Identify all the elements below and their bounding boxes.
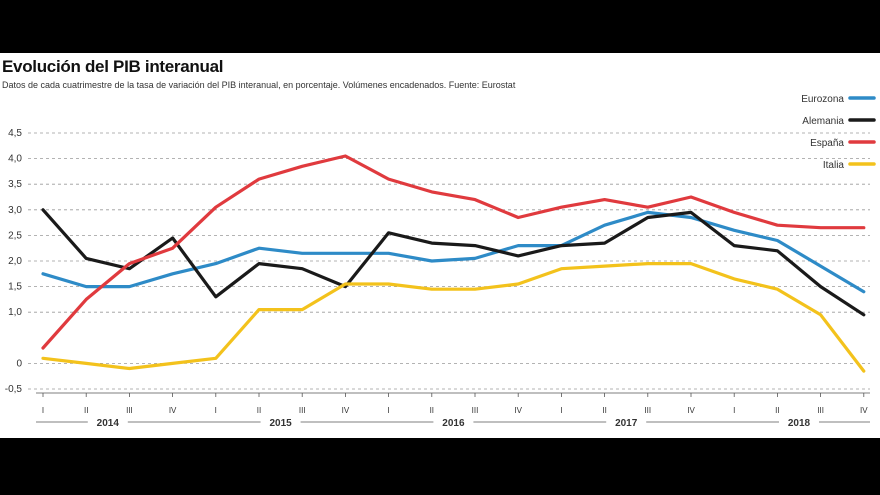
legend-label: Alemania	[802, 116, 844, 127]
year-label-bg	[606, 416, 647, 428]
year-label: 2016	[442, 418, 465, 429]
year-label: 2015	[269, 418, 292, 429]
series-line-italia	[41, 262, 866, 373]
y-tick-label: 1,5	[8, 282, 22, 293]
x-tick-label: I	[215, 406, 217, 415]
x-tick-label: IV	[687, 406, 695, 415]
x-tick-label: III	[472, 406, 479, 415]
x-tick-label: I	[387, 406, 389, 415]
year-label-bg	[779, 416, 819, 428]
chart-title: Evolución del PIB interanual	[2, 57, 224, 76]
year-label-bg	[87, 416, 128, 428]
y-tick-label: 2,5	[8, 230, 22, 241]
legend-label: Eurozona	[801, 94, 844, 105]
x-tick-label: II	[602, 406, 606, 415]
year-label: 2017	[615, 418, 638, 429]
x-tick-label: III	[644, 406, 651, 415]
x-tick-label: II	[775, 406, 779, 415]
x-tick-label: II	[430, 406, 434, 415]
series-line-espana	[41, 154, 866, 350]
legend-label: España	[810, 138, 844, 149]
year-label-bg	[260, 416, 301, 428]
x-tick-label: IV	[860, 406, 868, 415]
x-tick-label: I	[42, 406, 44, 415]
chart-subtitle: Datos de cada cuatrimestre de la tasa de…	[2, 80, 516, 90]
y-tick-label: 2,0	[8, 256, 22, 267]
series-line-eurozona	[41, 210, 866, 294]
x-tick-label: III	[299, 406, 306, 415]
y-tick-label: 3,0	[8, 205, 22, 216]
year-label: 2014	[97, 418, 120, 429]
legend-label: Italia	[823, 160, 845, 171]
x-tick-label: I	[733, 406, 735, 415]
chart-panel: Evolución del PIB interanual Datos de ca…	[0, 53, 880, 438]
x-tick-label: I	[560, 406, 562, 415]
x-tick-label: III	[126, 406, 133, 415]
x-tick-label: IV	[342, 406, 350, 415]
y-tick-label: 4,5	[8, 128, 22, 139]
y-tick-label: 3,5	[8, 179, 22, 190]
series-line-alemania	[41, 208, 866, 317]
x-tick-label: IV	[169, 406, 177, 415]
x-tick-label: II	[84, 406, 88, 415]
y-tick-label: -0,5	[5, 384, 23, 395]
y-tick-label: 0	[16, 358, 22, 369]
x-tick-label: III	[817, 406, 824, 415]
x-tick-label: IV	[514, 406, 522, 415]
year-label-bg	[433, 416, 474, 428]
y-tick-label: 4,0	[8, 154, 22, 165]
x-tick-label: II	[257, 406, 261, 415]
line-chart: -0,501,01,52,02,53,03,54,04,5I II III IV I II…	[5, 94, 876, 429]
year-label: 2018	[788, 418, 811, 429]
y-tick-label: 1,0	[8, 307, 22, 318]
